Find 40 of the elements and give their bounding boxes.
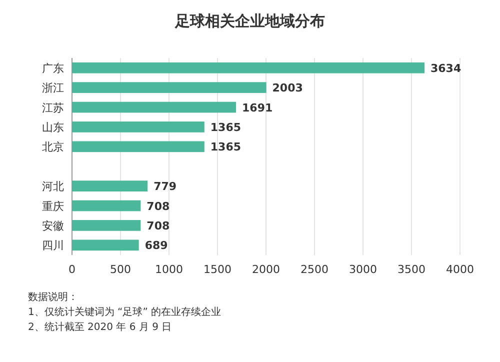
data-label: 779: [154, 180, 177, 194]
bar: [72, 82, 266, 93]
x-tick-label: 1500: [204, 263, 232, 276]
data-label: 1365: [210, 140, 242, 154]
bar: [72, 240, 139, 251]
y-tick-label: 北京: [42, 140, 64, 154]
x-tick-label: 2000: [252, 263, 280, 276]
y-tick-label: 山东: [42, 120, 64, 134]
bar: [72, 102, 236, 113]
x-tick-label: 0: [68, 263, 76, 276]
x-tick-label: 2500: [300, 263, 328, 276]
bar: [72, 220, 141, 231]
y-tick-label: 重庆: [42, 200, 64, 213]
x-tick-label: 1000: [155, 263, 183, 276]
data-label: 708: [146, 219, 170, 232]
bar: [72, 62, 424, 74]
data-label: 1365: [210, 120, 242, 134]
y-tick-label: 广东: [42, 62, 64, 75]
bar: [72, 180, 148, 192]
bar: [72, 122, 204, 132]
y-tick-label: 浙江: [42, 82, 64, 95]
y-tick-label: 河北: [42, 180, 64, 194]
x-tick-label: 4000: [446, 263, 474, 276]
y-tick-label: 四川: [42, 239, 64, 252]
y-tick-label: 安徽: [42, 219, 64, 232]
chart-title: 足球相关企业地域分布: [174, 12, 325, 30]
text: 数据说明：: [28, 291, 78, 303]
bar: [72, 200, 141, 212]
x-tick-label: 3000: [349, 263, 377, 276]
data-label: 3634: [430, 62, 462, 75]
data-label: 1691: [242, 101, 273, 114]
x-tick-label: 500: [110, 263, 131, 276]
data-label: 708: [146, 200, 170, 213]
bar: [72, 141, 204, 152]
text: 1、仅统计关键词为 “足球” 的在业存续企业: [28, 306, 222, 318]
y-tick-label: 江苏: [42, 101, 64, 114]
text: 2、统计截至 2020 年 6 月 9 日: [28, 321, 172, 333]
data-label: 2003: [272, 82, 303, 95]
x-tick-label: 3500: [398, 263, 426, 276]
data-label: 689: [144, 239, 168, 252]
